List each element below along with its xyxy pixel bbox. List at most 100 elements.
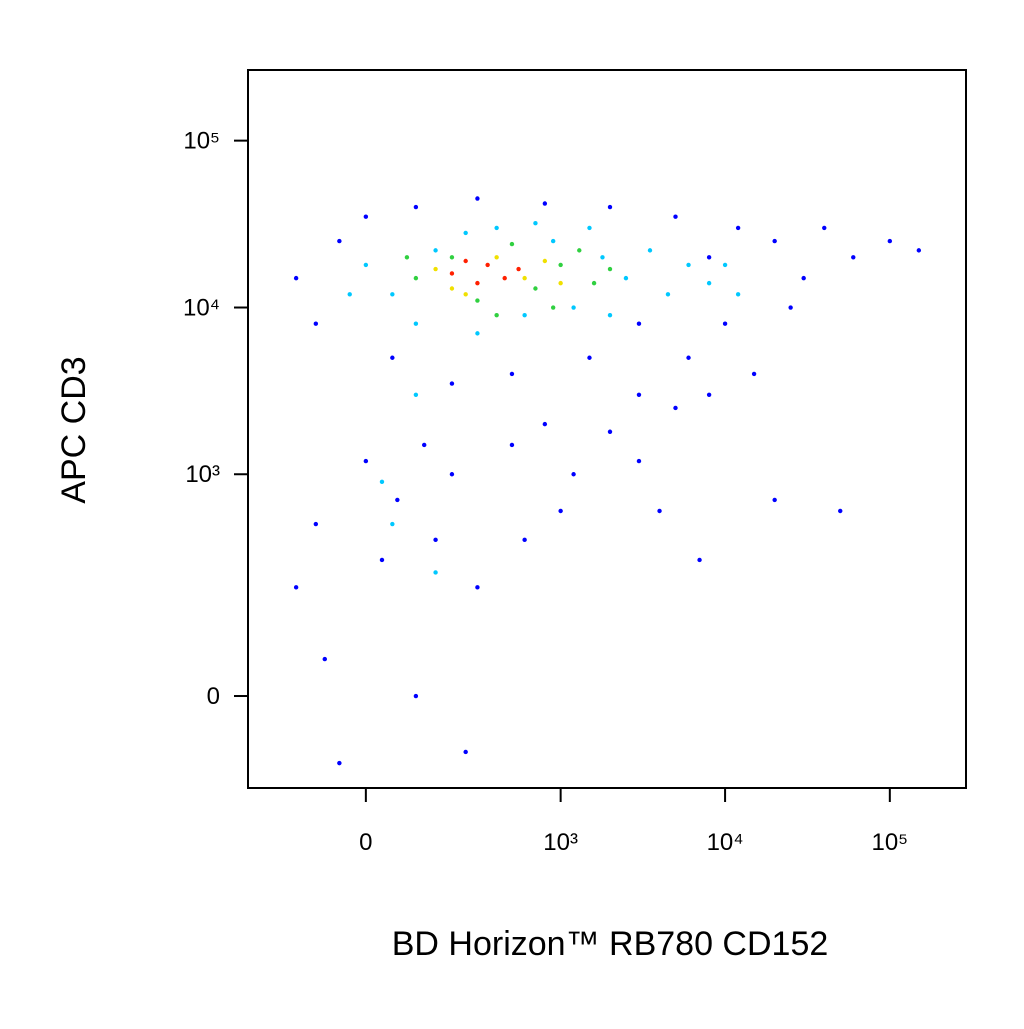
point (494, 312, 499, 318)
point (475, 298, 480, 303)
y-axis-title: APC CD3 (55, 356, 93, 503)
point (587, 225, 592, 231)
point (449, 271, 455, 276)
point (390, 355, 395, 360)
point (379, 557, 385, 563)
point (542, 421, 548, 427)
point (449, 472, 455, 477)
point (607, 429, 613, 434)
point (851, 255, 856, 260)
point (494, 255, 499, 260)
point (735, 225, 741, 231)
x-tick-label: 0 (359, 829, 372, 856)
point (571, 472, 576, 477)
point (558, 262, 563, 268)
point (413, 204, 419, 210)
point (577, 248, 582, 253)
point (722, 262, 728, 268)
point (697, 557, 702, 563)
point (607, 312, 613, 318)
point (665, 292, 671, 297)
point (390, 521, 395, 527)
point (313, 521, 319, 527)
point (509, 442, 515, 448)
x-axis-title: BD Horizon™ RB780 CD152 (392, 925, 829, 963)
point (550, 238, 556, 244)
y-tick-label: 0 (207, 683, 220, 710)
point (686, 262, 691, 268)
x-tick-label: 10⁴ (707, 829, 744, 856)
point (647, 248, 653, 253)
point (509, 241, 515, 247)
point (623, 275, 629, 281)
point (722, 321, 728, 326)
point (475, 280, 480, 286)
point (313, 321, 319, 326)
y-tick-label: 10⁴ (183, 295, 220, 322)
point (607, 204, 613, 210)
point (413, 693, 419, 699)
point (706, 255, 712, 260)
point (636, 392, 642, 397)
point (706, 280, 712, 286)
point (463, 749, 468, 755)
point (751, 371, 757, 377)
point (542, 258, 548, 264)
point (522, 312, 527, 318)
point (363, 214, 369, 219)
point (558, 508, 563, 514)
plot-frame (247, 69, 967, 789)
point (788, 305, 793, 310)
point (433, 248, 438, 253)
point (502, 275, 507, 281)
point (509, 371, 515, 377)
point (494, 225, 499, 231)
point (449, 255, 455, 260)
point (600, 255, 605, 260)
point (413, 321, 419, 326)
point (686, 355, 691, 360)
point (657, 508, 662, 514)
x-tick-label: 10³ (543, 829, 578, 856)
point (404, 255, 410, 260)
point (706, 392, 712, 397)
point (422, 442, 427, 448)
y-tick-label: 10³ (185, 461, 220, 488)
point (433, 537, 438, 543)
point (293, 585, 299, 590)
point (533, 286, 538, 291)
point (363, 458, 369, 464)
point (838, 508, 843, 514)
point (772, 497, 777, 503)
point (801, 275, 806, 281)
point (607, 266, 613, 272)
point (485, 262, 490, 268)
point (916, 248, 922, 253)
point (673, 214, 678, 219)
point (542, 201, 548, 206)
point (413, 392, 419, 397)
point (322, 656, 327, 662)
point (337, 760, 342, 766)
point (475, 331, 480, 336)
point (587, 355, 592, 360)
point (533, 221, 538, 226)
point (463, 292, 468, 297)
point (433, 266, 438, 272)
point (636, 321, 642, 326)
point (463, 258, 468, 264)
point (475, 585, 480, 590)
point (390, 292, 395, 297)
point (522, 275, 527, 281)
point (293, 275, 299, 281)
point (379, 479, 385, 485)
point (433, 570, 438, 575)
point (591, 280, 597, 286)
point (636, 458, 642, 464)
point (363, 262, 369, 268)
point (887, 238, 893, 244)
point (337, 238, 342, 244)
y-tick-label: 10⁵ (183, 128, 220, 155)
point (772, 238, 777, 244)
